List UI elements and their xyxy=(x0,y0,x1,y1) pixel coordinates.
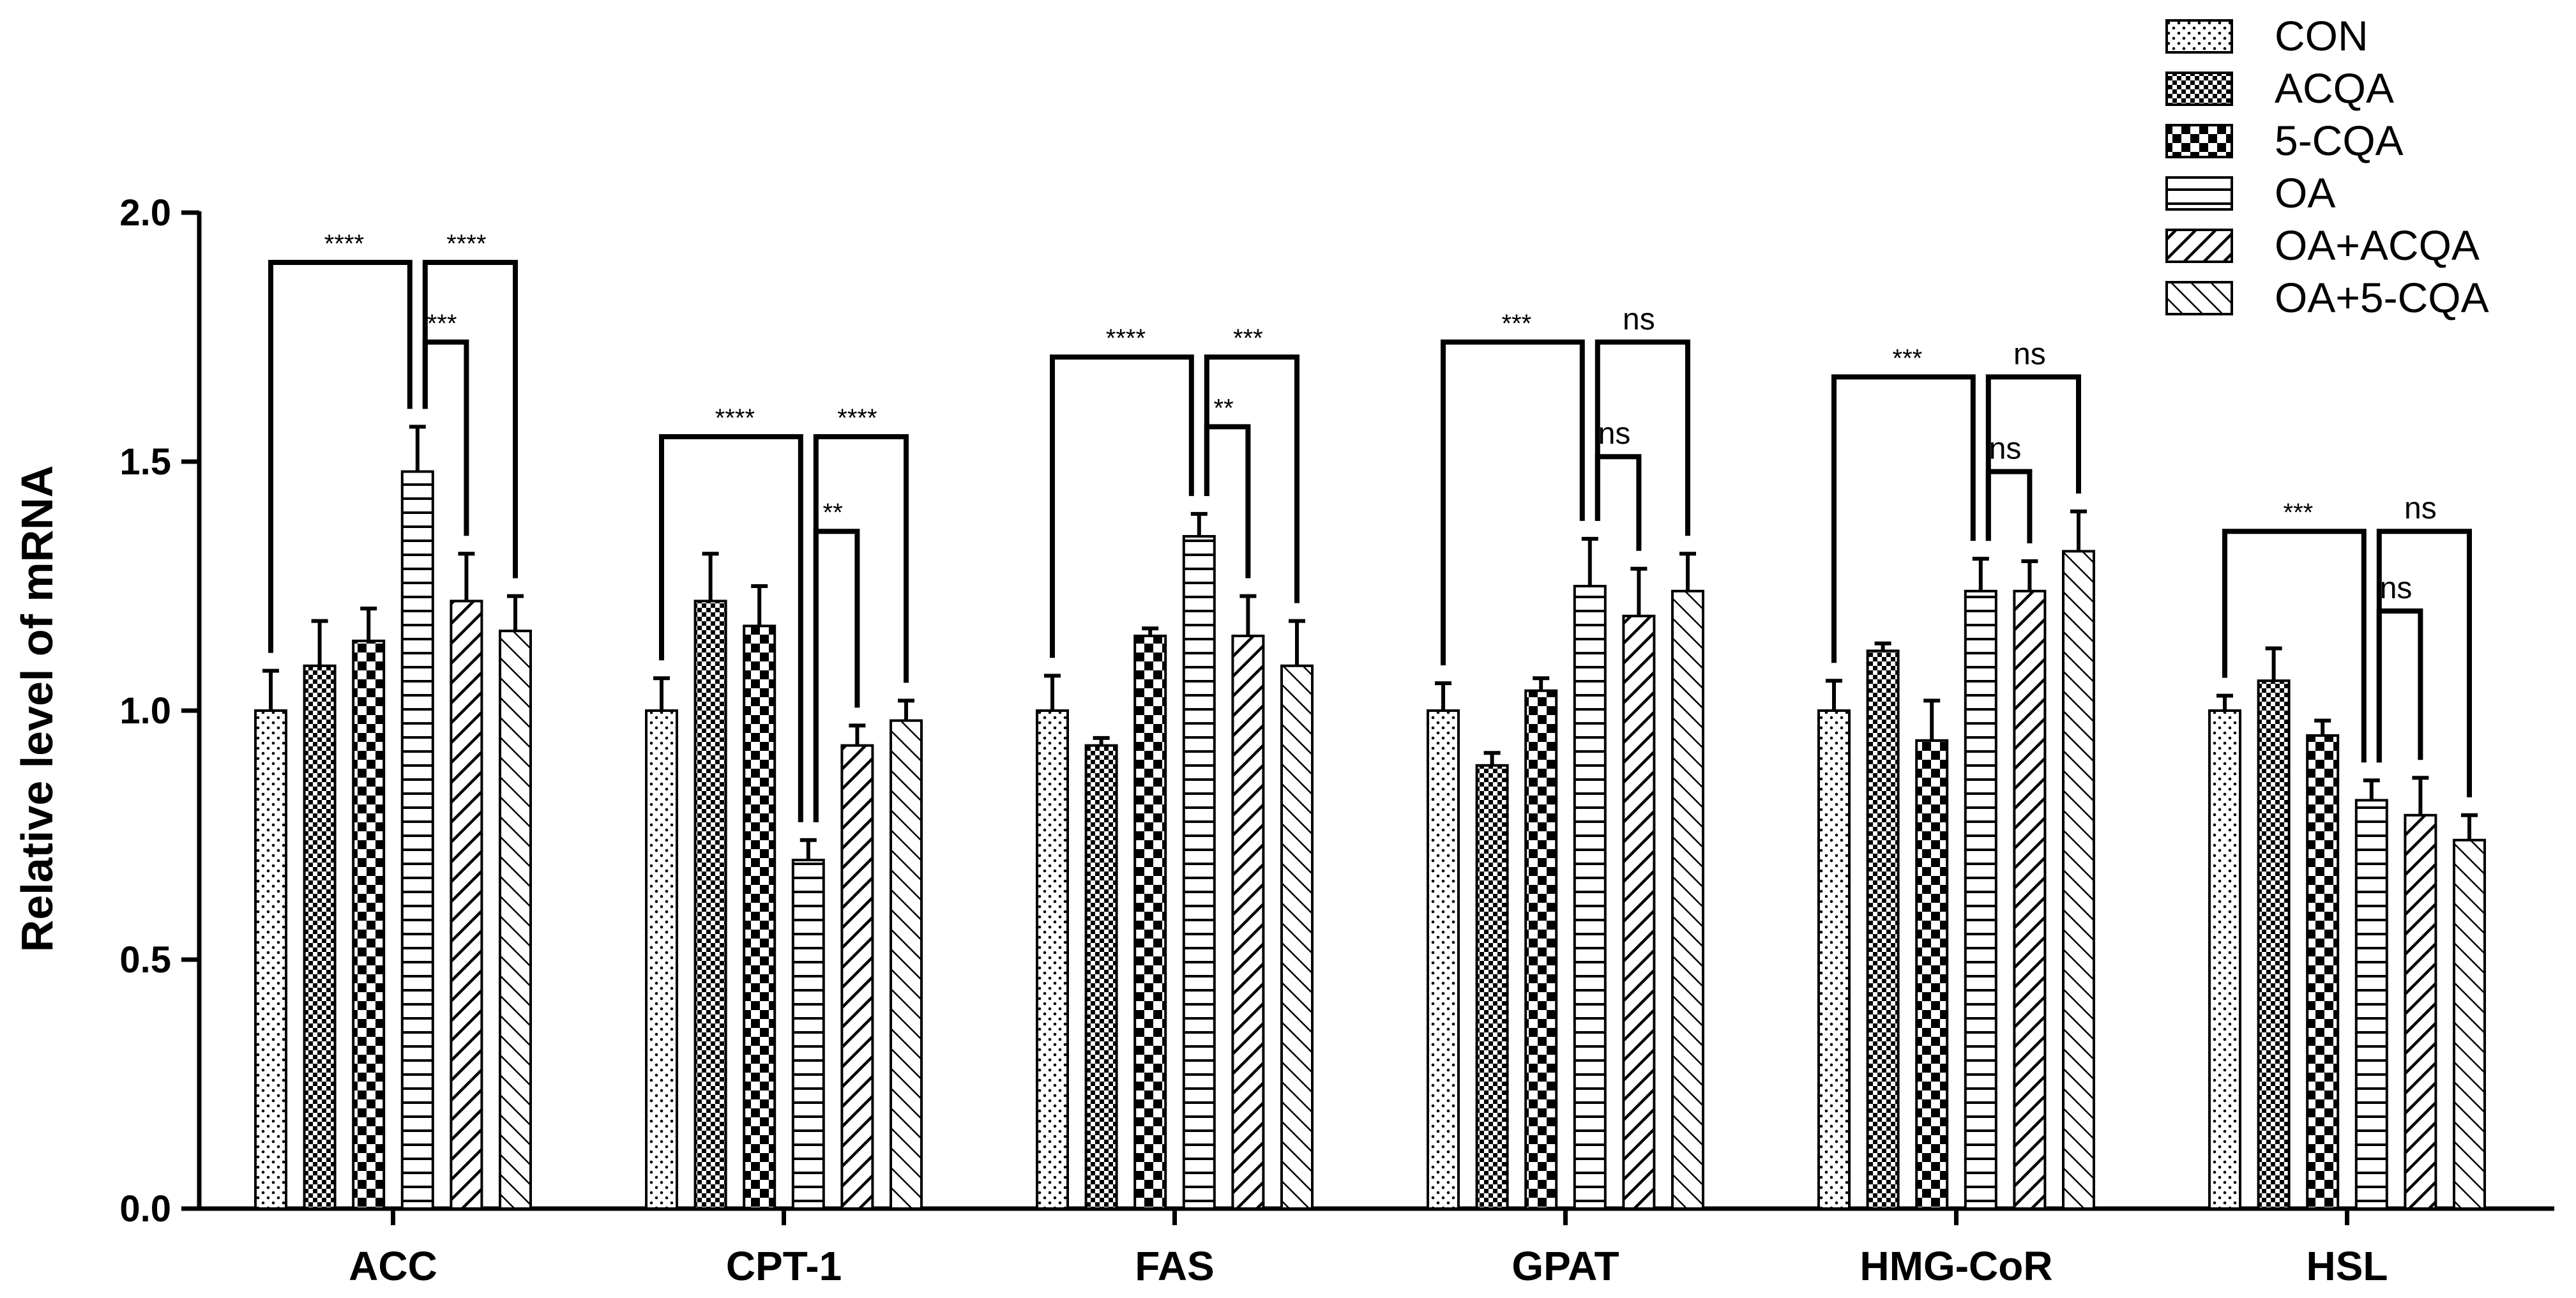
bar-OA+5-CQA-FAS xyxy=(1280,664,1314,1211)
significance-bracket xyxy=(422,339,469,536)
bar-CON-HSL xyxy=(2208,709,2241,1210)
legend-label: OA+ACQA xyxy=(2275,222,2480,269)
bar-OA+ACQA-ACC xyxy=(450,600,483,1210)
bar-CON-FAS xyxy=(1036,709,1069,1210)
bar-OA+5-CQA-CPT-1 xyxy=(890,719,923,1210)
bar-OA-HSL xyxy=(2354,799,2388,1210)
bar-OA-GPAT xyxy=(1573,585,1607,1210)
y-tick-label: 0.0 xyxy=(119,1188,171,1230)
significance-bracket xyxy=(2222,529,2367,763)
significance-bracket xyxy=(422,260,518,578)
bar-CON-HMG-CoR xyxy=(1817,709,1851,1210)
significance-label: ns xyxy=(2404,492,2437,525)
bar-ACQA-FAS xyxy=(1084,744,1118,1210)
significance-bracket xyxy=(268,260,413,653)
y-tick-label: 2.0 xyxy=(119,192,171,234)
bar-5-CQA-FAS xyxy=(1133,635,1167,1210)
significance-bracket xyxy=(2376,608,2423,763)
bar-OA-FAS xyxy=(1182,535,1216,1210)
legend-label: ACQA xyxy=(2275,64,2394,112)
bar-OA-ACC xyxy=(400,470,434,1210)
significance-label: ** xyxy=(823,499,843,527)
bar-5-CQA-HMG-CoR xyxy=(1915,739,1949,1211)
significance-label: ns xyxy=(1623,303,1655,336)
y-axis-label: Relative level of mRNA xyxy=(12,465,62,952)
legend-swatch-OA xyxy=(2165,176,2233,211)
significance-label: **** xyxy=(446,230,486,258)
bar-ACQA-GPAT xyxy=(1475,764,1509,1211)
significance-layer: **** *********** ********** ******** nsns***… xyxy=(268,230,2472,822)
legend-label: 5-CQA xyxy=(2275,117,2404,164)
legend-label: CON xyxy=(2275,12,2368,59)
bar-5-CQA-CPT-1 xyxy=(743,624,777,1210)
bar-5-CQA-GPAT xyxy=(1524,689,1558,1211)
x-tick-label: GPAT xyxy=(1512,1243,1619,1289)
y-tick-label: 1.0 xyxy=(119,690,171,732)
x-tick-label: ACC xyxy=(349,1243,437,1289)
x-tick-label: HMG-CoR xyxy=(1860,1243,2052,1289)
y-tick-label: 0.5 xyxy=(119,939,171,981)
bar-CON-ACC xyxy=(254,709,287,1210)
y-tick-label: 1.5 xyxy=(119,441,171,483)
legend-swatch-CON xyxy=(2165,19,2233,54)
significance-bracket xyxy=(1595,454,1642,551)
bar-ACQA-ACC xyxy=(303,664,337,1211)
x-tick-label: HSL xyxy=(2307,1243,2388,1289)
significance-label: *** xyxy=(1893,344,1923,372)
significance-label: **** xyxy=(715,404,755,432)
significance-label: **** xyxy=(837,404,877,432)
bar-5-CQA-ACC xyxy=(352,639,386,1210)
bar-ACQA-HSL xyxy=(2257,679,2291,1210)
bar-OA+5-CQA-HSL xyxy=(2453,838,2486,1211)
significance-bracket xyxy=(1441,339,1585,666)
significance-bracket xyxy=(1831,374,1976,663)
significance-bracket xyxy=(1595,339,1690,536)
significance-bracket xyxy=(659,434,803,822)
bar-5-CQA-HSL xyxy=(2306,734,2340,1210)
bar-OA+ACQA-FAS xyxy=(1231,635,1265,1210)
x-tick-label: CPT-1 xyxy=(726,1243,842,1289)
significance-label: *** xyxy=(1233,324,1263,352)
bar-OA+5-CQA-HMG-CoR xyxy=(2062,550,2095,1210)
legend-swatch-5-CQA xyxy=(2165,124,2233,158)
bar-CON-CPT-1 xyxy=(645,709,678,1210)
significance-bracket xyxy=(1050,354,1194,658)
bar-ACQA-CPT-1 xyxy=(693,600,727,1210)
bar-OA+ACQA-CPT-1 xyxy=(840,744,874,1210)
legend-swatch-ACQA xyxy=(2165,72,2233,106)
legend: CON ACQA 5-CQA OA OA+ACQA OA+5-CQA xyxy=(2165,12,2489,321)
significance-label: *** xyxy=(427,310,457,338)
bar-OA+5-CQA-ACC xyxy=(499,630,532,1210)
bar-OA-HMG-CoR xyxy=(1964,589,1997,1210)
significance-bracket xyxy=(1204,424,1251,578)
legend-swatch-OA+ACQA xyxy=(2165,229,2233,263)
legend-label: OA+5-CQA xyxy=(2275,274,2489,321)
significance-label: **** xyxy=(1106,324,1146,352)
significance-label: ** xyxy=(1214,394,1234,422)
bar-OA+5-CQA-GPAT xyxy=(1671,589,1704,1210)
significance-bracket xyxy=(1985,374,2081,541)
significance-label: ns xyxy=(2013,337,2046,371)
significance-label: *** xyxy=(1502,310,1532,338)
x-tick-label: FAS xyxy=(1135,1243,1214,1289)
significance-label: *** xyxy=(2284,499,2314,527)
axes: 0.0 0.5 1.0 1.5 2.0 ACC CPT-1 FAS GPAT HMG-CoR HSL xyxy=(119,192,2554,1289)
significance-label: **** xyxy=(324,230,364,258)
bar-OA+ACQA-HSL xyxy=(2404,813,2437,1211)
legend-label: OA xyxy=(2275,169,2335,216)
legend-swatch-OA+5-CQA xyxy=(2165,281,2233,315)
bars-layer xyxy=(254,425,2486,1211)
significance-bracket xyxy=(1985,469,2033,543)
bar-ACQA-HMG-CoR xyxy=(1866,649,1900,1210)
bar-OA+ACQA-HMG-CoR xyxy=(2013,589,2047,1210)
bar-OA-CPT-1 xyxy=(791,859,825,1210)
significance-label: ns xyxy=(1989,432,2022,466)
significance-label: ns xyxy=(2380,571,2413,605)
bar-CON-GPAT xyxy=(1427,709,1460,1210)
bar-OA+ACQA-GPAT xyxy=(1622,614,1656,1210)
significance-label: ns xyxy=(1598,417,1631,451)
significance-bracket xyxy=(813,529,860,822)
